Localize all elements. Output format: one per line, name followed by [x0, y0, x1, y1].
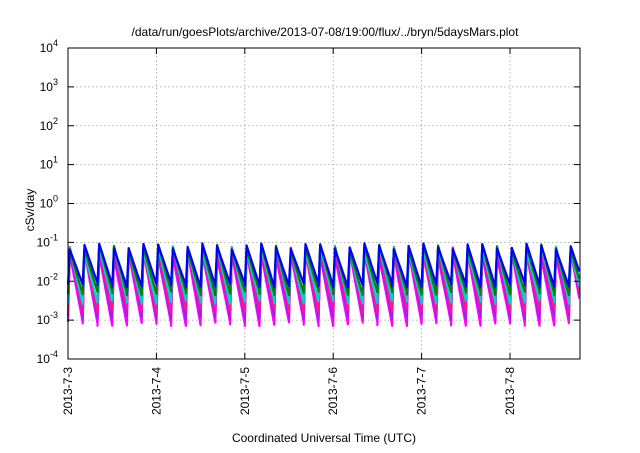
x-tick-label: 2013-7-3 — [61, 367, 75, 415]
x-tick-label: 2013-7-5 — [238, 367, 252, 415]
data-series — [66, 242, 581, 328]
y-tick-label: 103 — [40, 77, 58, 94]
y-tick-label: 10-2 — [37, 271, 58, 288]
y-tick-label: 102 — [40, 116, 58, 133]
series-line — [66, 242, 581, 289]
x-tick-label: 2013-7-7 — [415, 367, 429, 415]
plot-frame — [67, 47, 581, 360]
series-line — [66, 245, 581, 314]
y-tick-label: 104 — [40, 38, 58, 55]
x-axis-label: Coordinated Universal Time (UTC) — [232, 431, 416, 445]
y-tick-label: 10-3 — [37, 310, 58, 327]
axes: 10-4 10-3 10-2 10-1 100 101 102 103 104 2013-7-3 2… — [37, 38, 581, 415]
y-tick-label: 10-4 — [37, 349, 58, 366]
x-tick-label: 2013-7-4 — [149, 367, 163, 415]
grid-lines — [68, 48, 580, 359]
x-tick-label: 2013-7-6 — [326, 367, 340, 415]
x-tick-label: 2013-7-8 — [503, 367, 517, 415]
chart-title: /data/run/goesPlots/archive/2013-07-08/1… — [132, 25, 520, 39]
y-axis-label: cSv/day — [23, 189, 37, 232]
y-tick-label: 101 — [40, 155, 58, 172]
y-tick-label: 10-1 — [37, 232, 58, 249]
y-tick-label: 100 — [40, 194, 58, 211]
